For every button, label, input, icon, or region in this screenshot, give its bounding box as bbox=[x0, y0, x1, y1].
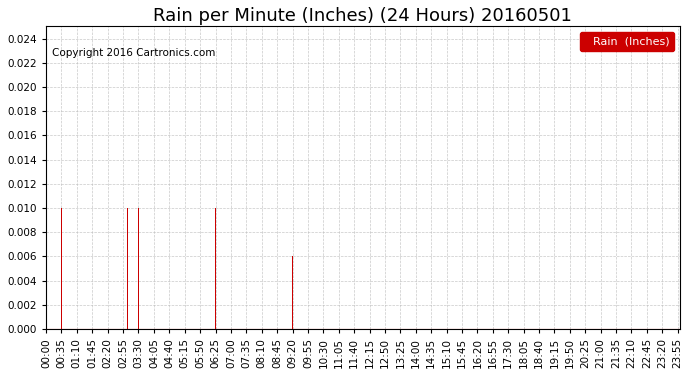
Title: Rain per Minute (Inches) (24 Hours) 20160501: Rain per Minute (Inches) (24 Hours) 2016… bbox=[153, 7, 572, 25]
Legend: Rain  (Inches): Rain (Inches) bbox=[580, 32, 674, 51]
Text: Copyright 2016 Cartronics.com: Copyright 2016 Cartronics.com bbox=[52, 48, 215, 58]
